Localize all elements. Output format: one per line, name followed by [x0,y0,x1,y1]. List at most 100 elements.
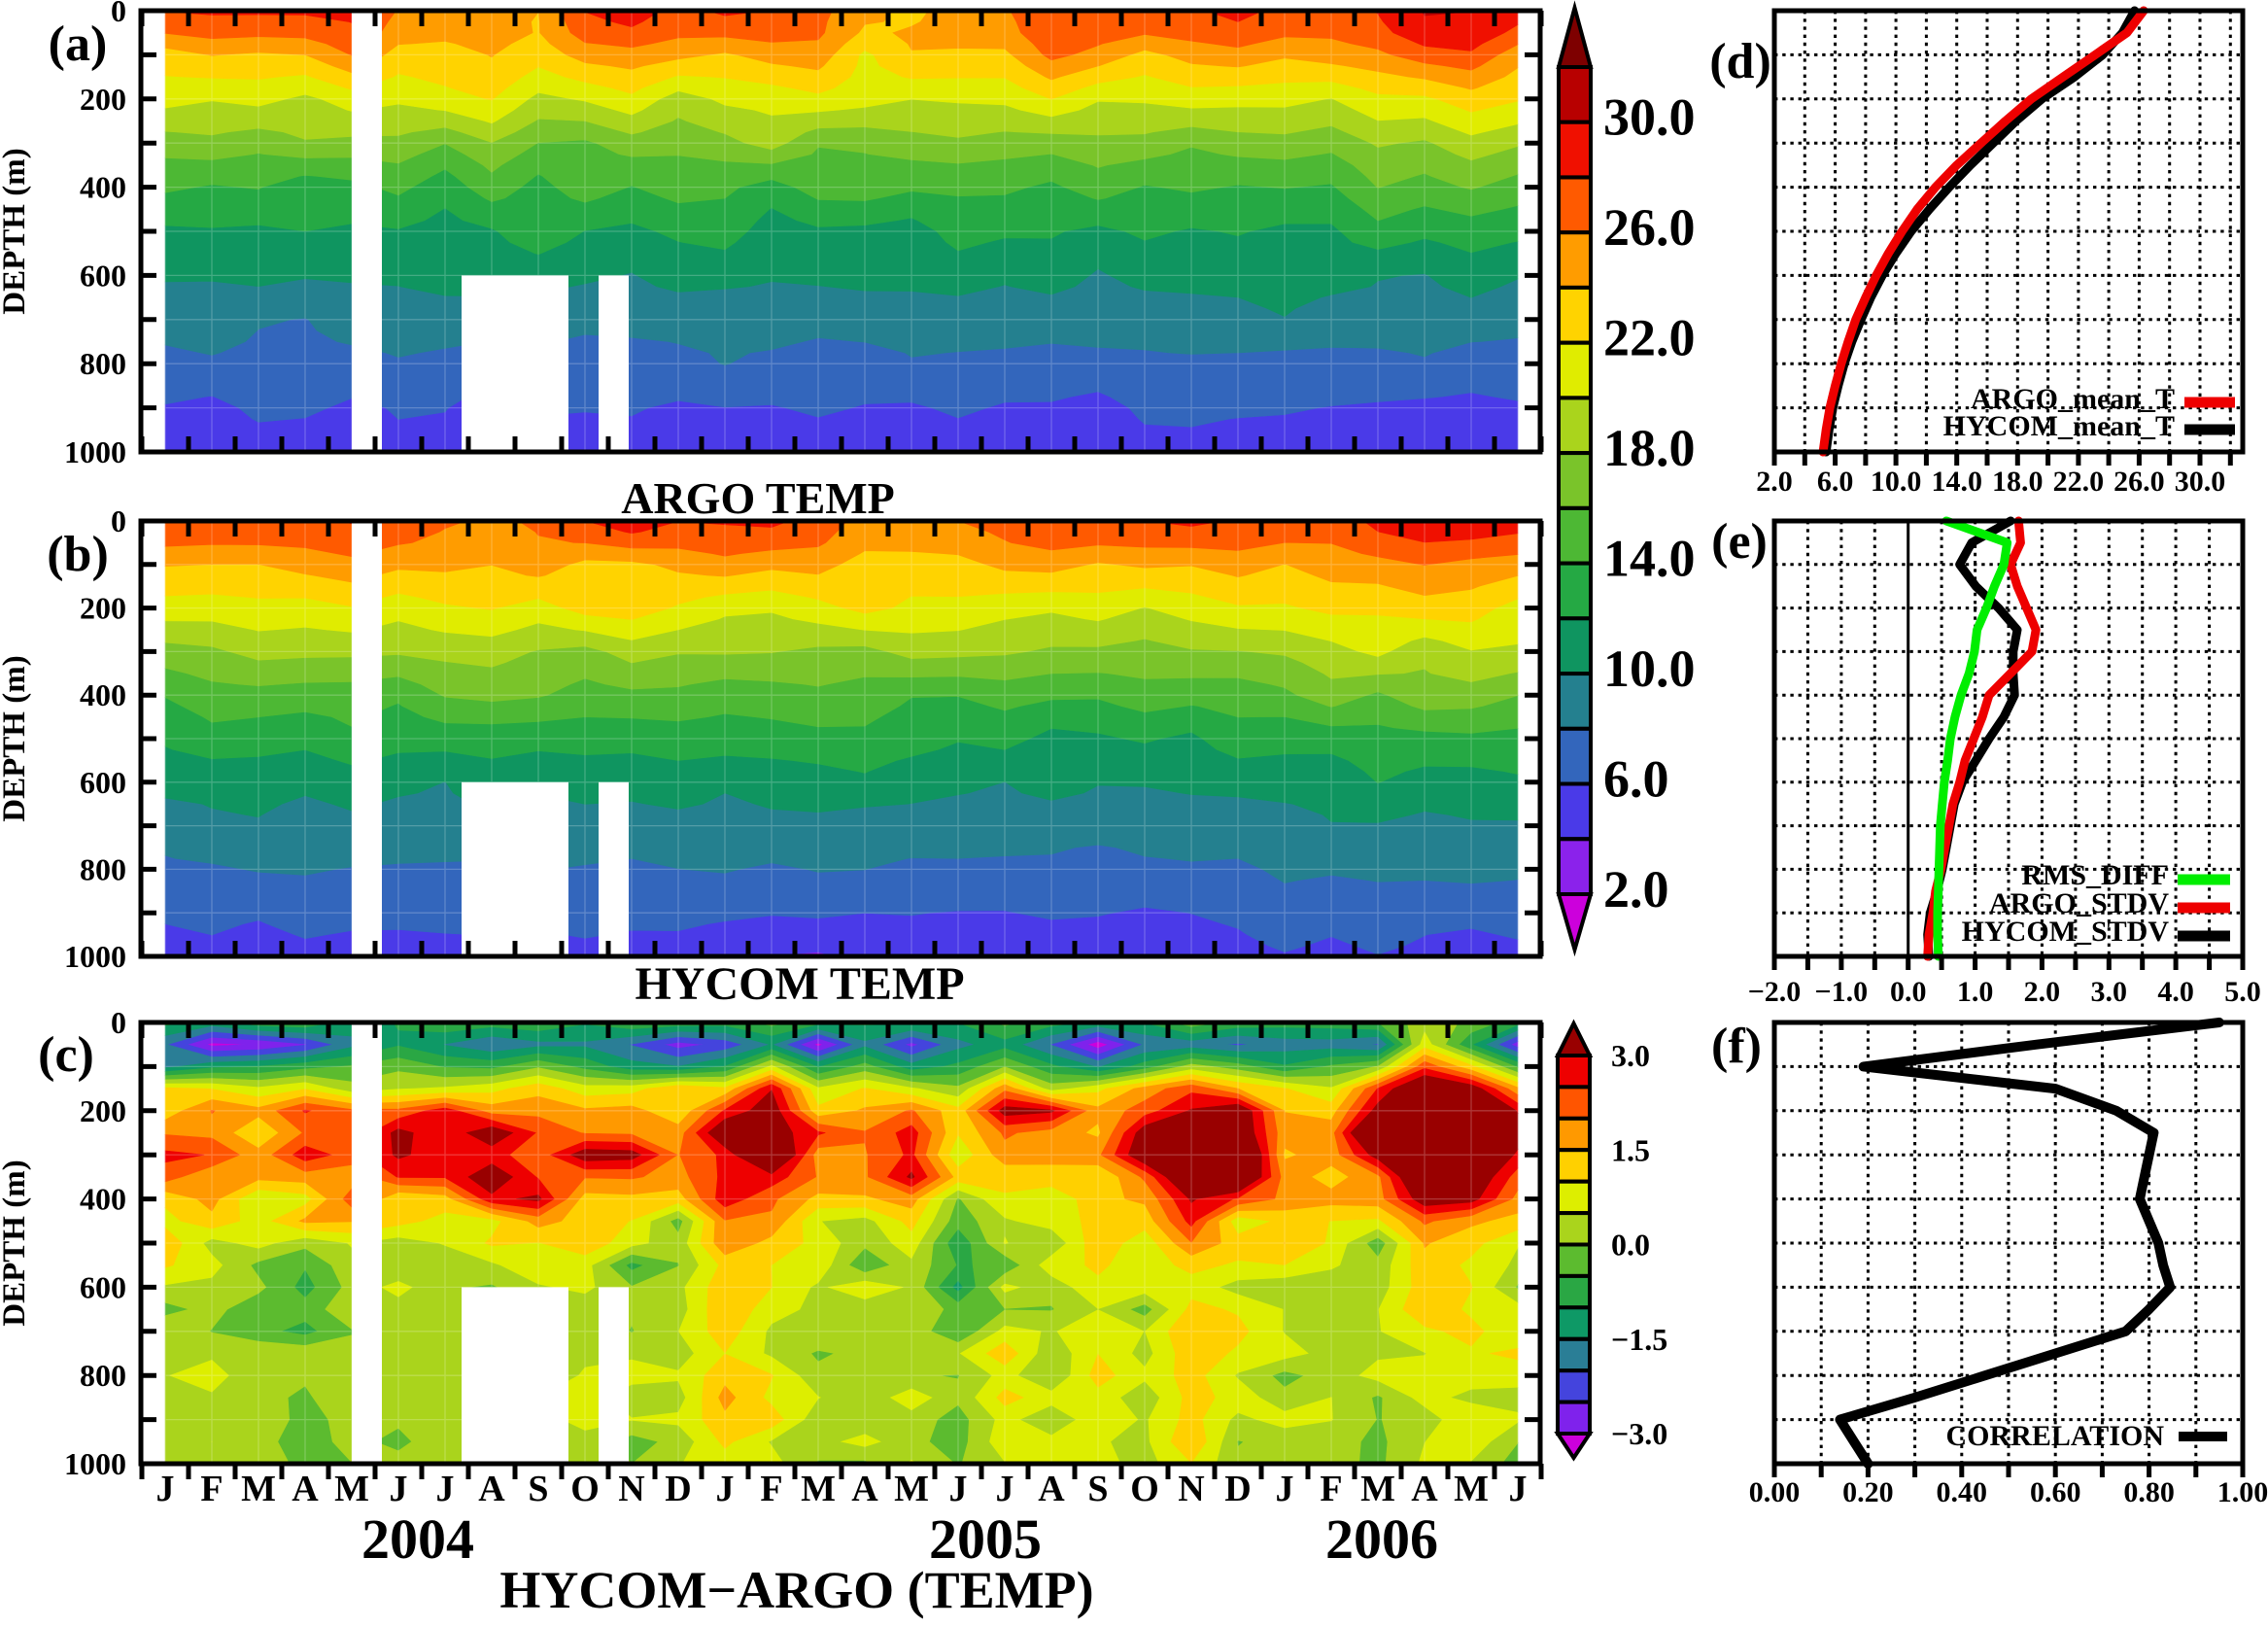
svg-text:A: A [478,1469,505,1509]
svg-text:1.5: 1.5 [1611,1132,1650,1167]
svg-text:ARGO_STDV: ARGO_STDV [1989,887,2169,919]
svg-text:0.0: 0.0 [1611,1228,1650,1263]
svg-text:3.0: 3.0 [2091,976,2128,1008]
svg-text:2004: 2004 [361,1507,474,1571]
svg-text:1000: 1000 [64,1446,126,1481]
svg-text:D: D [665,1469,691,1509]
svg-text:F: F [200,1469,223,1509]
svg-text:1000: 1000 [64,434,126,469]
svg-text:J: J [716,1469,735,1509]
svg-text:−1.5: −1.5 [1611,1322,1667,1357]
svg-text:800: 800 [80,851,126,886]
svg-text:2006: 2006 [1325,1507,1438,1571]
svg-text:HYCOM TEMP: HYCOM TEMP [635,958,964,1010]
svg-text:200: 200 [80,82,126,117]
svg-text:A: A [1411,1469,1438,1509]
svg-text:S: S [1087,1469,1108,1509]
svg-text:M: M [241,1469,276,1509]
svg-text:DEPTH (m): DEPTH (m) [0,655,32,821]
svg-text:2.0: 2.0 [1756,466,1793,498]
svg-text:ARGO TEMP: ARGO TEMP [621,473,895,523]
svg-text:(a): (a) [49,17,108,72]
svg-text:ARGO_mean_T: ARGO_mean_T [1971,383,2175,415]
svg-text:1000: 1000 [64,939,126,974]
svg-text:26.0: 26.0 [1603,198,1696,257]
svg-text:600: 600 [80,765,126,800]
svg-text:M: M [334,1469,369,1509]
svg-text:22.0: 22.0 [2053,466,2105,498]
svg-text:A: A [851,1469,878,1509]
svg-text:2005: 2005 [929,1507,1042,1571]
svg-text:(c): (c) [38,1027,94,1083]
svg-text:0.80: 0.80 [2123,1476,2175,1508]
svg-text:(f): (f) [1711,1019,1762,1074]
svg-text:HYCOM−ARGO (TEMP): HYCOM−ARGO (TEMP) [499,1561,1093,1619]
svg-text:DEPTH (m): DEPTH (m) [0,1160,32,1326]
svg-text:10.0: 10.0 [1871,466,1922,498]
svg-text:22.0: 22.0 [1603,309,1696,367]
svg-text:14.0: 14.0 [1603,530,1696,588]
svg-text:HYCOM_mean_T: HYCOM_mean_T [1943,410,2175,442]
svg-text:J: J [156,1469,175,1509]
svg-text:30.0: 30.0 [2175,466,2226,498]
svg-text:HYCOM_STDV: HYCOM_STDV [1962,916,2170,948]
svg-text:(e): (e) [1711,514,1768,570]
svg-text:N: N [618,1469,644,1509]
svg-text:6.0: 6.0 [1603,750,1669,809]
svg-text:F: F [760,1469,782,1509]
svg-text:N: N [1178,1469,1204,1509]
svg-text:J: J [390,1469,408,1509]
svg-text:600: 600 [80,258,126,293]
svg-text:O: O [570,1469,600,1509]
svg-text:26.0: 26.0 [2113,466,2165,498]
svg-text:4.0: 4.0 [2157,976,2194,1008]
svg-text:−3.0: −3.0 [1611,1416,1667,1451]
svg-text:2.0: 2.0 [1603,860,1669,918]
svg-text:0: 0 [111,503,126,538]
svg-text:600: 600 [80,1269,126,1304]
svg-text:O: O [1130,1469,1159,1509]
svg-text:200: 200 [80,1093,126,1128]
svg-text:M: M [894,1469,929,1509]
svg-text:J: J [1509,1469,1528,1509]
svg-text:A: A [292,1469,319,1509]
svg-text:18.0: 18.0 [1992,466,2044,498]
svg-text:D: D [1224,1469,1251,1509]
svg-text:6.0: 6.0 [1817,466,1854,498]
svg-text:800: 800 [80,1358,126,1393]
svg-text:(b): (b) [47,527,109,582]
svg-text:0.20: 0.20 [1842,1476,1894,1508]
svg-text:F: F [1320,1469,1342,1509]
svg-text:200: 200 [80,591,126,626]
svg-text:−1.0: −1.0 [1815,976,1869,1008]
svg-text:5.0: 5.0 [2224,976,2261,1008]
svg-text:0.00: 0.00 [1749,1476,1801,1508]
svg-text:2.0: 2.0 [2024,976,2061,1008]
svg-text:800: 800 [80,346,126,381]
svg-text:30.0: 30.0 [1603,88,1696,147]
svg-text:3.0: 3.0 [1611,1038,1650,1073]
svg-text:0.60: 0.60 [2030,1476,2081,1508]
svg-text:M: M [1454,1469,1489,1509]
svg-text:J: J [996,1469,1014,1509]
svg-text:RMS_DIFF: RMS_DIFF [2021,859,2169,891]
svg-text:0: 0 [111,0,126,28]
svg-text:0.40: 0.40 [1937,1476,1988,1508]
svg-text:18.0: 18.0 [1603,419,1696,477]
svg-text:J: J [1276,1469,1294,1509]
svg-text:−2.0: −2.0 [1748,976,1802,1008]
svg-text:(d): (d) [1709,34,1771,89]
svg-text:M: M [1360,1469,1395,1509]
svg-text:0: 0 [111,1005,126,1040]
svg-text:400: 400 [80,677,126,712]
svg-text:400: 400 [80,170,126,205]
svg-text:DEPTH (m): DEPTH (m) [0,148,32,314]
svg-text:14.0: 14.0 [1931,466,1982,498]
svg-text:10.0: 10.0 [1603,640,1696,698]
svg-text:0.0: 0.0 [1890,976,1927,1008]
svg-text:400: 400 [80,1182,126,1217]
svg-text:S: S [528,1469,548,1509]
svg-text:A: A [1038,1469,1065,1509]
svg-text:1.00: 1.00 [2217,1476,2268,1508]
svg-text:J: J [949,1469,968,1509]
